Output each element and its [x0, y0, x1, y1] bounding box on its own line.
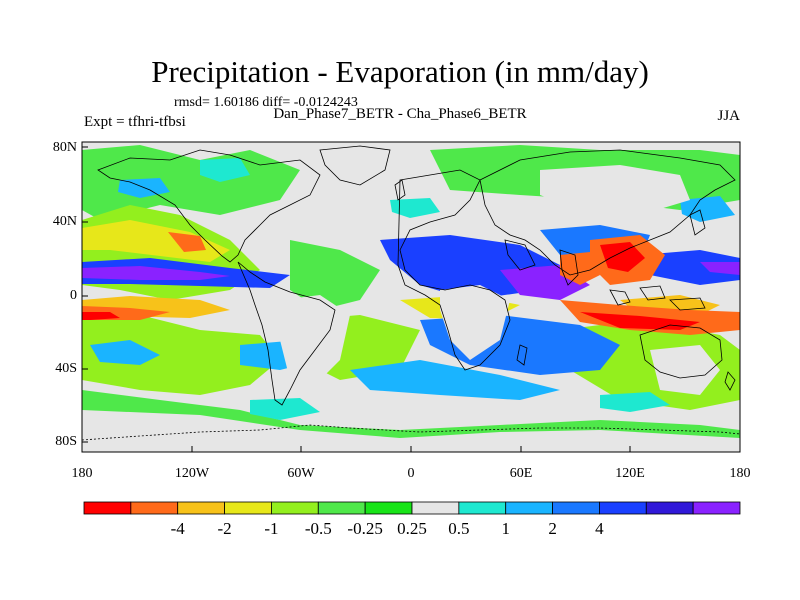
land-interiors — [82, 165, 740, 452]
colorbar-swatch — [317, 501, 366, 515]
colorbar-label: -1 — [264, 519, 279, 538]
y-tick-label: 80N — [52, 140, 77, 155]
colorbar-label: -0.25 — [347, 519, 383, 538]
coastlines — [82, 145, 740, 441]
colorbar-swatch — [692, 501, 741, 515]
experiment-label: Expt = tfhri-tfbsi — [84, 114, 186, 130]
y-tick-label: 40S — [55, 361, 77, 376]
x-tick-label: 120W — [174, 466, 210, 481]
colorbar-label: 4 — [595, 519, 604, 538]
colorbar-swatch — [645, 501, 694, 515]
y-tick-label: 0 — [70, 288, 77, 303]
colorbar-label: -2 — [217, 519, 232, 538]
colorbar-label: -4 — [170, 519, 185, 538]
x-tick-label: 120E — [615, 466, 645, 481]
y-tick-label: 40N — [52, 214, 77, 229]
colorbar-label: 1 — [501, 519, 510, 538]
colorbar-swatch — [458, 501, 507, 515]
colorbar-swatch — [83, 501, 132, 515]
colorbar-label: 2 — [548, 519, 557, 538]
x-tick-label: 0 — [407, 466, 415, 481]
plot-title: Precipitation - Evaporation (in mm/day) — [151, 54, 649, 89]
colorbar-swatch — [364, 501, 413, 515]
colorbar-swatch — [271, 501, 319, 515]
colorbar-swatch — [177, 501, 225, 515]
y-tick-label: 80S — [55, 434, 77, 449]
colorbar-swatch — [505, 501, 553, 515]
plot-subtitle: Dan_Phase7_BETR - Cha_Phase6_BETR — [273, 106, 527, 122]
colorbar-label: 0.25 — [397, 519, 427, 538]
x-tick-label: 60W — [287, 466, 315, 481]
colorbar-swatch — [411, 501, 460, 515]
axis-ticks — [81, 146, 741, 452]
x-tick-label: 180 — [729, 466, 751, 481]
season-label: JJA — [717, 108, 740, 124]
colorbar-label: 0.5 — [448, 519, 470, 538]
x-tick-label: 180 — [71, 466, 93, 481]
colorbar-label: -0.5 — [304, 519, 332, 538]
x-tick-label: 60E — [509, 466, 533, 481]
colorbar-swatch — [224, 501, 272, 515]
colorbar-swatch — [552, 501, 600, 515]
colorbar-swatch — [599, 501, 647, 515]
stats-label: rmsd= 1.60186 diff= -0.0124243 — [174, 95, 358, 110]
colorbar-swatch — [130, 501, 179, 515]
